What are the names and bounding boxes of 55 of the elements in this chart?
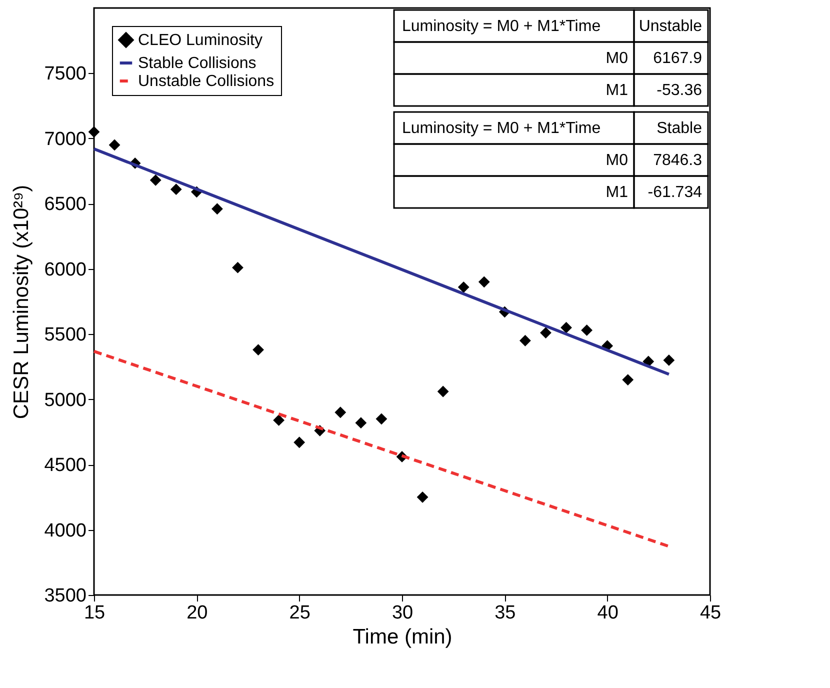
x-tick-label: 35 (494, 602, 516, 624)
point (437, 386, 449, 398)
y-tick-label: 5000 (44, 390, 86, 411)
legend-label: CLEO Luminosity (138, 32, 262, 49)
point (520, 334, 531, 346)
point (273, 414, 284, 426)
point (170, 184, 182, 196)
point (232, 262, 244, 274)
annotation: -61.734 (648, 184, 702, 201)
point (355, 417, 367, 429)
annotation: M1 (606, 82, 628, 99)
annotation: M0 (606, 50, 628, 67)
point (622, 374, 634, 386)
point (560, 322, 572, 334)
annotation: M0 (606, 152, 628, 169)
annotation: Luminosity = M0 + M1*Time (402, 120, 601, 137)
y-tick-label: 7000 (44, 128, 86, 150)
point (478, 276, 490, 288)
annotation: 7846.3 (653, 152, 702, 169)
y-axis-title: CESR Luminosity (x10²⁹) (10, 184, 34, 420)
annotation: Unstable (638, 18, 702, 35)
x-tick-label: 30 (392, 602, 414, 624)
point (108, 139, 120, 151)
point (581, 324, 592, 336)
x-tick-label: 15 (84, 602, 106, 624)
point (458, 281, 470, 293)
point (252, 344, 264, 356)
x-tick-label: 40 (597, 602, 618, 624)
annotation: M1 (606, 184, 628, 201)
point (376, 413, 388, 425)
y-tick-label: 7500 (44, 64, 86, 85)
y-tick-label: 6000 (44, 259, 86, 280)
point (150, 174, 162, 186)
x-tick-label: 45 (700, 602, 722, 624)
annotation: Luminosity = M0 + M1*Time (402, 18, 601, 35)
y-tick-label: 5500 (44, 324, 86, 346)
point (88, 126, 100, 138)
point (334, 406, 346, 418)
legend-label: Unstable Collisions (138, 73, 274, 90)
point (663, 354, 675, 366)
y-tick-label: 4500 (44, 455, 86, 476)
point (212, 203, 223, 215)
point (294, 436, 306, 448)
annotation: 6167.9 (653, 50, 702, 67)
annotation: -53.36 (656, 82, 702, 99)
y-tick-label: 4000 (44, 520, 86, 542)
annotation: Stable (656, 120, 702, 137)
point (540, 327, 552, 339)
x-tick-label: 20 (186, 602, 208, 624)
y-tick-label: 6500 (44, 194, 86, 216)
x-tick-label: 25 (289, 602, 310, 624)
x-axis-title: Time (min) (352, 626, 452, 648)
y-tick-label: 3500 (44, 586, 86, 606)
legend-label: Stable Collisions (138, 55, 256, 72)
point (416, 491, 428, 503)
